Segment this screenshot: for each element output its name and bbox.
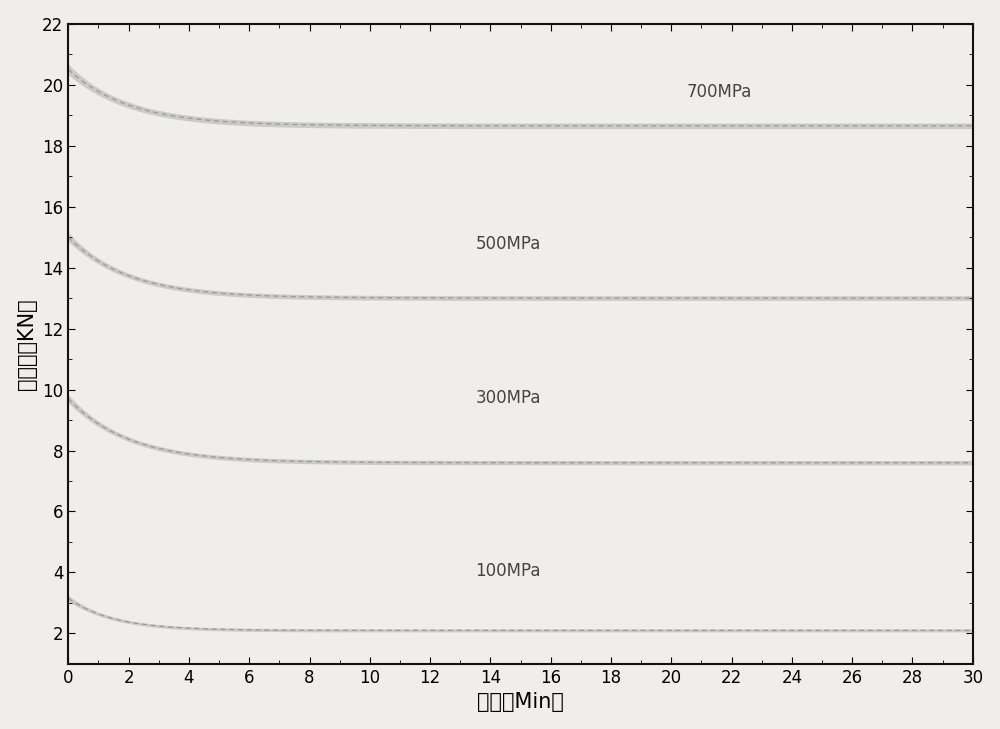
Text: 100MPa: 100MPa xyxy=(475,561,541,580)
Text: 500MPa: 500MPa xyxy=(475,235,541,253)
X-axis label: 时间（Min）: 时间（Min） xyxy=(477,693,564,712)
Text: 300MPa: 300MPa xyxy=(475,389,541,408)
Text: 700MPa: 700MPa xyxy=(686,83,752,101)
Y-axis label: 拉伸力（KN）: 拉伸力（KN） xyxy=(17,298,37,389)
